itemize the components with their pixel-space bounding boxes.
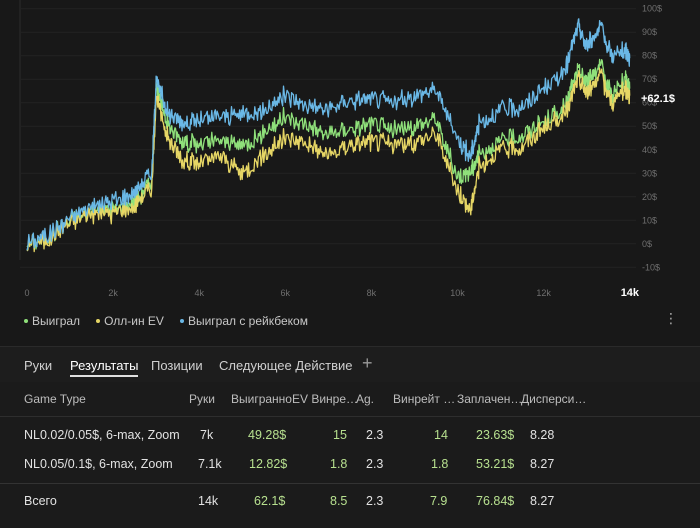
cell-total-ev-winrate: 8.5 <box>330 494 348 508</box>
column-header-won[interactable]: Выигранно <box>231 392 292 406</box>
y-tick-label: 60$ <box>642 98 657 108</box>
x-tick-label: 0 <box>24 288 29 298</box>
cell-ev-winrate: 15 <box>333 428 347 442</box>
y-tick-label: 70$ <box>642 74 657 84</box>
column-header-winrate[interactable]: Винрейт … <box>393 392 456 406</box>
cell-winrate: 14 <box>434 428 448 442</box>
legend-dot-won <box>24 319 28 323</box>
column-header-paid[interactable]: Заплачен… <box>457 392 523 406</box>
cell-paid: 53.21$ <box>476 457 515 471</box>
cell-won: 12.82$ <box>249 457 288 471</box>
chart-panel: 100$ 90$ 80$ 70$ 60$ 50$ 40$ 30$ 20$ 10$ 0$ -10$ 0 2… <box>19 0 678 328</box>
y-tick-label: 10$ <box>642 215 657 225</box>
cell-ev-winrate: 1.8 <box>330 457 348 471</box>
cell-game-type: NL0.05/0.1$, 6-max, Zoom <box>24 457 173 471</box>
x-tick-label: 14k <box>621 287 640 299</box>
table-row[interactable]: NL0.05/0.1$, 6-max, Zoom 7.1k 12.82$ 1.8… <box>0 449 700 479</box>
cell-total-winrate: 7.9 <box>430 494 448 508</box>
y-axis-ticks: 100$ 90$ 80$ 70$ 60$ 50$ 40$ 30$ 20$ 10$ 0$ -10$ <box>642 4 662 273</box>
tab-next-action[interactable]: Следующее Действие <box>219 358 353 373</box>
y-tick-label: 50$ <box>642 121 657 131</box>
series-line-2 <box>26 18 631 251</box>
legend-dot-allin-ev <box>96 319 101 323</box>
cell-aggression: 2.3 <box>366 428 384 442</box>
legend-item-won[interactable]: Выиграл <box>24 314 80 328</box>
cell-total-variance: 8.27 <box>530 494 555 508</box>
x-tick-label: 8k <box>367 288 377 298</box>
y-tick-label: 20$ <box>642 192 657 202</box>
cell-aggression: 2.3 <box>366 457 384 471</box>
column-header-hands[interactable]: Руки <box>189 392 215 406</box>
cell-paid: 23.63$ <box>476 428 515 442</box>
legend-item-won-rakeback[interactable]: Выиграл с рейкбеком <box>179 314 308 328</box>
column-header-variance[interactable]: Дисперси… <box>521 392 587 406</box>
column-header-ev-winrate[interactable]: EV Винре… <box>292 392 359 406</box>
cell-winrate: 1.8 <box>431 457 449 471</box>
y-tick-label: 80$ <box>642 51 657 61</box>
x-tick-label: 2k <box>108 288 118 298</box>
legend-label-won: Выиграл <box>32 314 81 328</box>
cell-total-hands: 14k <box>198 494 219 508</box>
y-tick-label: -10$ <box>642 262 660 272</box>
chart-series <box>26 18 631 253</box>
legend-label-won-rakeback: Выиграл с рейкбеком <box>187 314 308 328</box>
chart-legend: Выиграл Олл-ин EV Выиграл с рейкбеком <box>24 314 308 328</box>
cell-total-label: Всего <box>24 494 57 508</box>
cell-variance: 8.27 <box>530 457 555 471</box>
series-line-1 <box>26 67 631 253</box>
more-options-icon[interactable]: ⋮ <box>664 310 678 326</box>
x-axis-ticks: 0 2k 4k 6k 8k 10k 12k 14k <box>24 287 639 299</box>
column-header-game-type[interactable]: Game Type <box>24 392 86 406</box>
x-tick-label: 6k <box>281 288 291 298</box>
cell-hands: 7k <box>200 428 214 442</box>
add-tab-icon[interactable]: + <box>362 353 373 373</box>
table-row[interactable]: NL0.02/0.05$, 6-max, Zoom 7k 49.28$ 15 2… <box>0 420 700 450</box>
results-line-chart: 100$ 90$ 80$ 70$ 60$ 50$ 40$ 30$ 20$ 10$ 0$ -10$ 0 2… <box>19 0 675 299</box>
legend-label-allin-ev: Олл-ин EV <box>104 314 164 328</box>
table-total-row[interactable]: Всего 14k 62.1$ 8.5 2.3 7.9 76.84$ 8.27 <box>0 486 700 516</box>
cell-hands: 7.1k <box>198 457 222 471</box>
y-tick-label: 40$ <box>642 145 657 155</box>
x-tick-label: 12k <box>536 288 551 298</box>
y-tick-label: 0$ <box>642 239 652 249</box>
tab-positions[interactable]: Позиции <box>151 358 203 373</box>
results-table: Game Type Руки Выигранно EV Винре… Ag. В… <box>0 382 700 528</box>
legend-dot-won-rakeback <box>179 319 184 323</box>
total-divider <box>0 483 700 484</box>
column-header-aggression[interactable]: Ag. <box>356 392 375 406</box>
header-divider <box>0 416 700 417</box>
legend-item-allin-ev[interactable]: Олл-ин EV <box>96 314 164 328</box>
x-tick-label: 4k <box>194 288 204 298</box>
y-tick-label: 30$ <box>642 168 657 178</box>
cell-variance: 8.28 <box>530 428 555 442</box>
current-value-label: +62.1$ <box>641 93 675 105</box>
cell-game-type: NL0.02/0.05$, 6-max, Zoom <box>24 428 180 442</box>
tab-hands[interactable]: Руки <box>24 358 53 373</box>
cell-won: 49.28$ <box>248 428 287 442</box>
x-tick-label: 10k <box>450 288 465 298</box>
cell-total-won: 62.1$ <box>254 494 286 508</box>
cell-total-paid: 76.84$ <box>476 494 515 508</box>
chart-grid <box>19 0 636 268</box>
y-tick-label: 90$ <box>642 27 657 37</box>
cell-total-aggression: 2.3 <box>366 494 384 508</box>
tab-results[interactable]: Результаты <box>70 358 139 377</box>
tabs-bar: Руки Результаты Позиции Следующее Действ… <box>0 346 700 382</box>
y-tick-label: 100$ <box>642 4 662 14</box>
